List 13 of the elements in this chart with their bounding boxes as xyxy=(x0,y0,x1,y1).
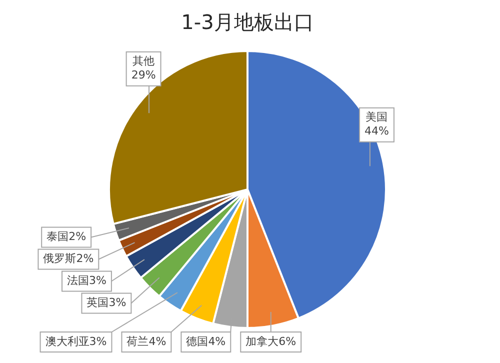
slice-label: 法国3% xyxy=(66,274,106,288)
slice-label: 泰国2% xyxy=(46,230,86,244)
data-label: 29% xyxy=(131,68,156,82)
slice-label: 英国3% xyxy=(86,296,126,310)
legend-label: 德国4% xyxy=(186,334,226,348)
slice-label: 俄罗斯2% xyxy=(43,252,94,266)
slice-label: 加拿大6% xyxy=(246,334,296,348)
chart-title: 1-3月地板出口 xyxy=(181,10,314,34)
slice-label: 美国 xyxy=(366,110,388,124)
slice-label: 荷兰4% xyxy=(126,334,166,348)
slice-label: 澳大利亚3% xyxy=(45,334,107,348)
data-label: 44% xyxy=(364,124,389,138)
slice-label: 其他 xyxy=(132,54,155,68)
